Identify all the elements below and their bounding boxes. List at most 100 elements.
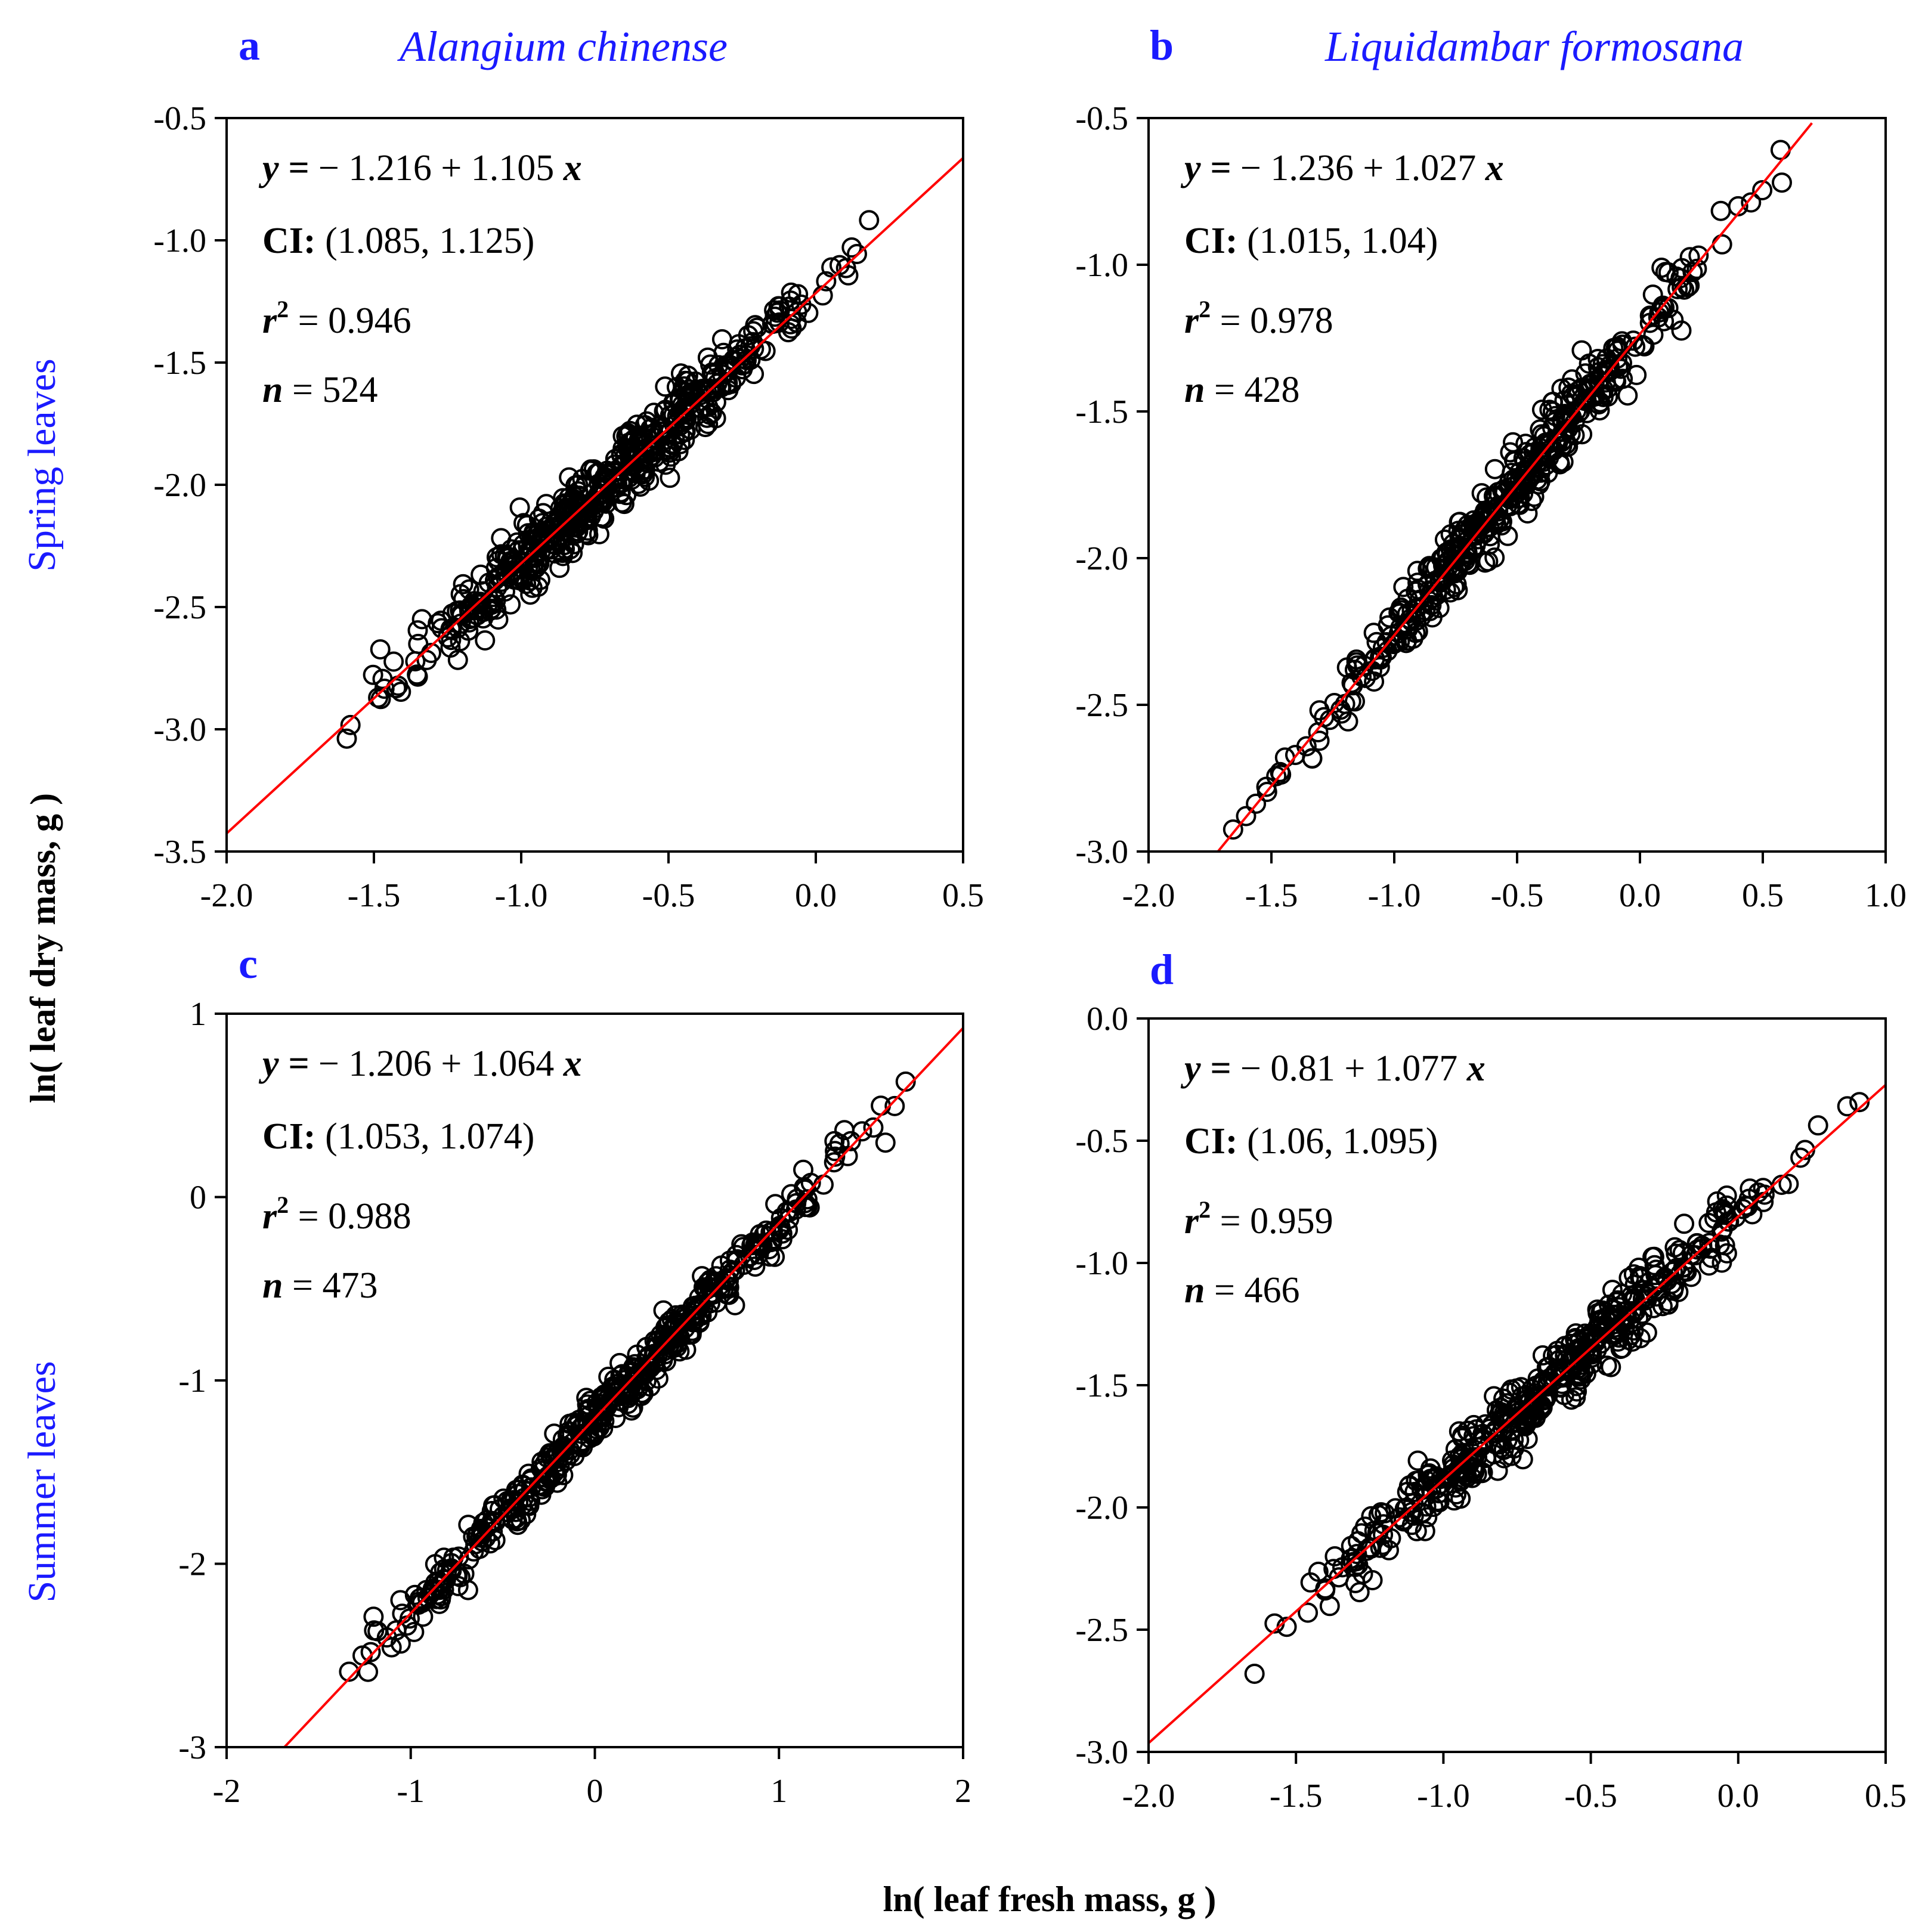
data-point: [1644, 1255, 1665, 1275]
r2-key: r: [1184, 1201, 1199, 1241]
data-point: [1484, 459, 1505, 479]
data-point: [669, 1315, 690, 1335]
data-point: [1532, 1345, 1553, 1366]
data-point: [781, 1184, 801, 1205]
data-point: [840, 1131, 861, 1151]
data-point: [1672, 277, 1692, 298]
data-point: [765, 1246, 785, 1267]
data-point: [473, 602, 494, 623]
n-label: n = 428: [1184, 370, 1299, 410]
data-point: [813, 1174, 834, 1195]
data-point: [1837, 1096, 1858, 1117]
data-point: [547, 1443, 568, 1464]
panel-c-points: [339, 1071, 916, 1682]
data-point: [1672, 258, 1692, 278]
column-title-1: Alangium chinense: [397, 23, 728, 70]
data-point: [1770, 140, 1791, 160]
data-point: [1685, 1245, 1706, 1266]
ci-label: CI: (1.06, 1.095): [1184, 1121, 1438, 1162]
data-point: [1429, 597, 1450, 618]
data-point: [584, 1425, 605, 1445]
x-tick-label: 0.0: [1717, 1778, 1759, 1815]
data-point: [700, 354, 720, 375]
n-value: = 428: [1214, 370, 1299, 410]
data-point: [1472, 1462, 1493, 1483]
data-point: [1494, 1448, 1515, 1469]
data-point: [745, 1256, 766, 1277]
data-point: [1603, 338, 1624, 358]
data-point: [633, 464, 654, 485]
row-label-spring: Spring leaves: [20, 358, 64, 571]
data-point: [523, 559, 544, 580]
data-point: [1471, 1436, 1492, 1457]
data-point: [1735, 1196, 1756, 1216]
data-point: [1418, 1465, 1438, 1485]
data-point: [437, 1560, 457, 1581]
equation-y: y =: [1180, 1048, 1240, 1089]
ci-key: CI:: [1184, 221, 1247, 261]
x-tick-label: -0.5: [1564, 1778, 1617, 1815]
y-tick-label: -3: [178, 1729, 206, 1766]
data-point: [705, 392, 726, 413]
equation-body: − 1.236 + 1.027: [1240, 148, 1485, 188]
x-tick-label: -1.0: [495, 877, 548, 914]
row-label-summer: Summer leaves: [20, 1361, 64, 1602]
data-point: [1480, 504, 1501, 525]
panel-d: -2.0 -1.5 -1.0 -0.5 0.0 0.5 -3.0 -2.5 -2.0 -1.5 -1…: [1075, 1001, 1907, 1815]
data-point: [821, 257, 842, 278]
data-point: [1790, 1147, 1811, 1168]
panel-a: -2.0 -1.5 -1.0 -0.5 0.0 0.5 -3.5 -3.0 -2.5 -2.0 -1…: [153, 100, 984, 914]
data-point: [1271, 764, 1292, 785]
y-tick-label: -0.5: [153, 100, 206, 137]
data-point: [1518, 1393, 1539, 1414]
y-tick-label: -0.5: [1075, 100, 1128, 137]
equation-body: − 1.206 + 1.064: [318, 1044, 564, 1084]
data-point: [1570, 1330, 1590, 1351]
panel-b-letter: b: [1150, 21, 1174, 69]
data-point: [627, 414, 648, 435]
data-point: [793, 1159, 813, 1180]
data-point: [411, 609, 432, 630]
data-point: [750, 339, 771, 360]
data-point: [666, 377, 687, 398]
data-point: [1385, 1498, 1406, 1519]
data-point: [719, 1277, 739, 1298]
ci-value: (1.053, 1.074): [325, 1116, 534, 1157]
data-point: [787, 302, 807, 323]
data-point: [703, 364, 723, 385]
data-point: [589, 524, 609, 544]
data-point: [481, 1513, 502, 1534]
data-point: [578, 525, 599, 546]
data-point: [552, 1429, 573, 1450]
y-tick-label: -1: [178, 1363, 206, 1400]
data-point: [663, 434, 683, 454]
y-tick-label: -2.5: [1075, 1612, 1128, 1649]
data-point: [1542, 392, 1563, 413]
r2-label: r2 = 0.978: [1184, 296, 1333, 341]
r2-key: r: [1184, 301, 1199, 341]
equation-y: y =: [1180, 148, 1240, 188]
data-point: [1732, 1199, 1753, 1219]
data-point: [404, 1584, 425, 1605]
data-point: [1447, 580, 1468, 600]
data-point: [1484, 547, 1505, 568]
data-point: [565, 475, 586, 496]
data-point: [1244, 1664, 1265, 1684]
data-point: [1393, 577, 1414, 597]
data-point: [616, 485, 637, 506]
data-point: [1341, 1549, 1361, 1569]
data-point: [837, 1145, 858, 1166]
data-point: [1629, 1266, 1650, 1286]
data-point: [1298, 1602, 1319, 1623]
x-tick-label: -0.5: [642, 877, 695, 914]
data-point: [639, 470, 660, 491]
data-point: [1356, 1540, 1377, 1561]
data-point: [695, 1278, 716, 1298]
x-tick-label: -2.0: [1122, 1778, 1175, 1815]
data-point: [367, 1621, 388, 1642]
y-tick-label: 0.0: [1087, 1001, 1128, 1038]
data-point: [534, 530, 555, 550]
data-point: [553, 546, 573, 566]
n-value: = 524: [292, 370, 377, 410]
